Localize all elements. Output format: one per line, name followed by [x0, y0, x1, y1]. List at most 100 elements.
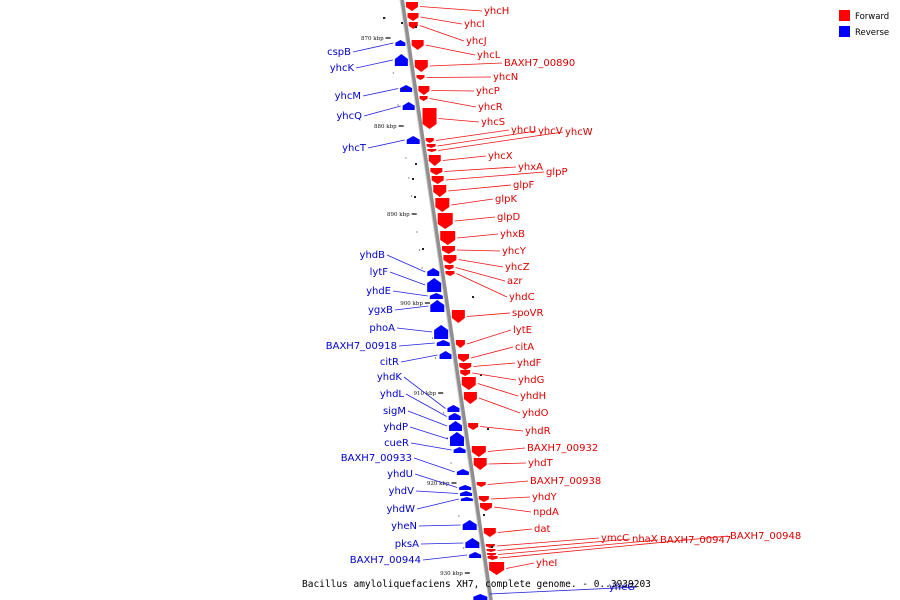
gene-yhcy-label[interactable]: yhcY — [502, 246, 527, 257]
gene-baxh7-00944-arrow[interactable] — [469, 552, 482, 558]
gene-baxh7-00938-label[interactable]: BAXH7_00938 — [530, 476, 601, 487]
gene-baxh7-00932-label[interactable]: BAXH7_00932 — [527, 443, 598, 454]
gene-yhde-arrow[interactable] — [429, 293, 443, 299]
gene-yhci-arrow[interactable] — [407, 13, 419, 21]
gene-yhdu-label[interactable]: yhdU — [387, 469, 413, 480]
gene-yhcm-label[interactable]: yhcM — [335, 91, 361, 102]
gene-yhdy-label[interactable]: yhdY — [532, 492, 558, 503]
gene-azr-arrow[interactable] — [444, 265, 454, 270]
gene-cita-arrow[interactable] — [457, 354, 469, 362]
gene-ygxb-label[interactable]: ygxB — [368, 305, 393, 316]
gene-yhdb-label[interactable]: yhdB — [360, 250, 386, 261]
gene-baxh7-00947-label[interactable]: BAXH7_00947 — [660, 535, 731, 546]
gene-yhdr-arrow[interactable] — [468, 423, 479, 430]
gene-yhcm-arrow[interactable] — [400, 85, 413, 92]
gene-yhcs-label[interactable]: yhcS — [481, 117, 505, 128]
gene-yhdl-label[interactable]: yhdL — [380, 389, 405, 400]
gene-yhen-arrow[interactable] — [462, 520, 477, 530]
gene-yhcq-label[interactable]: yhcQ — [336, 111, 362, 122]
gene-cuer-label[interactable]: cueR — [384, 438, 409, 449]
gene-yhdo-arrow[interactable] — [463, 392, 477, 404]
gene-glpk-arrow[interactable] — [435, 198, 450, 212]
gene-yhct-label[interactable]: yhcT — [342, 143, 367, 154]
gene-yhct-arrow[interactable] — [406, 136, 420, 144]
gene-yhck-label[interactable]: yhcK — [330, 63, 355, 74]
gene-glpk-label[interactable]: glpK — [495, 194, 517, 205]
gene-baxh7-00938-arrow[interactable] — [476, 482, 486, 487]
gene-yhcw-arrow[interactable] — [427, 149, 437, 152]
gene-yhdg-arrow[interactable] — [460, 370, 471, 376]
gene-yheg-label[interactable]: yheG — [609, 582, 635, 593]
gene-nhax-arrow[interactable] — [486, 549, 496, 552]
gene-yhcy-arrow[interactable] — [442, 246, 455, 254]
gene-yhdf-label[interactable]: yhdF — [517, 358, 542, 369]
gene-ygxb-arrow[interactable] — [430, 300, 445, 312]
gene-spovr-arrow[interactable] — [451, 310, 465, 323]
gene-yhxa-label[interactable]: yhxA — [518, 162, 543, 173]
gene-yhci-label[interactable]: yhcI — [464, 19, 485, 30]
gene-baxh7-00890-arrow[interactable] — [414, 60, 428, 72]
gene-yhcu-label[interactable]: yhcU — [511, 125, 536, 136]
gene-yhdu-arrow[interactable] — [459, 485, 472, 490]
gene-yhdo-label[interactable]: yhdO — [522, 408, 549, 419]
gene-glpd-label[interactable]: glpD — [497, 212, 520, 223]
gene-phoa-label[interactable]: phoA — [369, 323, 395, 334]
gene-yhcz-label[interactable]: yhcZ — [505, 262, 530, 273]
gene-yhxb-label[interactable]: yhxB — [500, 229, 525, 240]
gene-yhdr-label[interactable]: yhdR — [525, 426, 551, 437]
gene-yhcr-arrow[interactable] — [419, 96, 428, 101]
gene-yhdb-arrow[interactable] — [427, 268, 440, 276]
gene-yhdy-arrow[interactable] — [478, 496, 489, 502]
gene-baxh7-00932-arrow[interactable] — [471, 446, 486, 457]
gene-yhdt-label[interactable]: yhdT — [528, 458, 554, 469]
gene-yhch-label[interactable]: yhcH — [484, 6, 509, 17]
gene-baxh7-00947-arrow[interactable] — [487, 553, 497, 556]
gene-yhcq-arrow[interactable] — [402, 102, 415, 110]
gene-baxh7-00918-label[interactable]: BAXH7_00918 — [326, 341, 397, 352]
gene-yhcv-label[interactable]: yhcV — [538, 126, 563, 137]
gene-ymcc-label[interactable]: ymcC — [601, 533, 629, 544]
gene-yhde-label[interactable]: yhdE — [366, 286, 391, 297]
gene-glpp-arrow[interactable] — [431, 176, 444, 184]
gene-yhdw-arrow[interactable] — [460, 497, 473, 501]
gene-citr-arrow[interactable] — [439, 351, 452, 359]
gene-glpf-arrow[interactable] — [433, 185, 447, 197]
gene-yhcw-label[interactable]: yhcW — [565, 127, 593, 138]
gene-yhxa-arrow[interactable] — [430, 168, 443, 175]
gene-yhdp-arrow[interactable] — [449, 432, 464, 446]
gene-yheg-arrow[interactable] — [473, 594, 488, 600]
gene-yhxb-arrow[interactable] — [440, 231, 456, 245]
gene-yhei-label[interactable]: yheI — [536, 558, 557, 569]
gene-nhax-label[interactable]: nhaX — [632, 534, 658, 545]
gene-sigm-arrow[interactable] — [449, 421, 463, 431]
gene-cita-label[interactable]: citA — [515, 342, 534, 353]
gene-yhch-arrow[interactable] — [405, 2, 418, 11]
gene-azr-label[interactable]: azr — [507, 276, 523, 287]
gene-yhcn-arrow[interactable] — [416, 75, 425, 80]
gene-yhck-arrow[interactable] — [394, 54, 408, 66]
gene-pksa-label[interactable]: pksA — [395, 539, 419, 550]
gene-lytf-label[interactable]: lytF — [370, 267, 389, 278]
gene-yhcp-arrow[interactable] — [418, 86, 430, 95]
gene-ymcc-arrow[interactable] — [485, 544, 495, 548]
gene-lyte-label[interactable]: lytE — [513, 325, 532, 336]
gene-yhcx-arrow[interactable] — [428, 155, 441, 166]
gene-citr-label[interactable]: citR — [380, 357, 399, 368]
gene-yhcn-label[interactable]: yhcN — [493, 72, 518, 83]
gene-sigm-label[interactable]: sigM — [383, 406, 406, 417]
gene-glpd-arrow[interactable] — [437, 213, 453, 229]
gene-yhen-label[interactable]: yheN — [391, 521, 417, 532]
gene-yhdh-label[interactable]: yhdH — [520, 391, 546, 402]
gene-dat-label[interactable]: dat — [534, 524, 550, 535]
gene-yhdp-label[interactable]: yhdP — [383, 422, 408, 433]
gene-baxh7-00918-arrow[interactable] — [436, 340, 450, 346]
gene-baxh7-00948-label[interactable]: BAXH7_00948 — [730, 531, 801, 542]
gene-yhdk-label[interactable]: yhdK — [377, 372, 403, 383]
gene-yhcs-arrow[interactable] — [422, 108, 437, 129]
gene-phoa-arrow[interactable] — [434, 325, 449, 339]
gene-baxh7-00933-arrow[interactable] — [456, 469, 469, 475]
gene-baxh7-00890-label[interactable]: BAXH7_00890 — [504, 58, 575, 69]
gene-yhdc-arrow[interactable] — [445, 271, 455, 276]
gene-yhcx-label[interactable]: yhcX — [488, 151, 513, 162]
gene-dat-arrow[interactable] — [483, 528, 496, 537]
